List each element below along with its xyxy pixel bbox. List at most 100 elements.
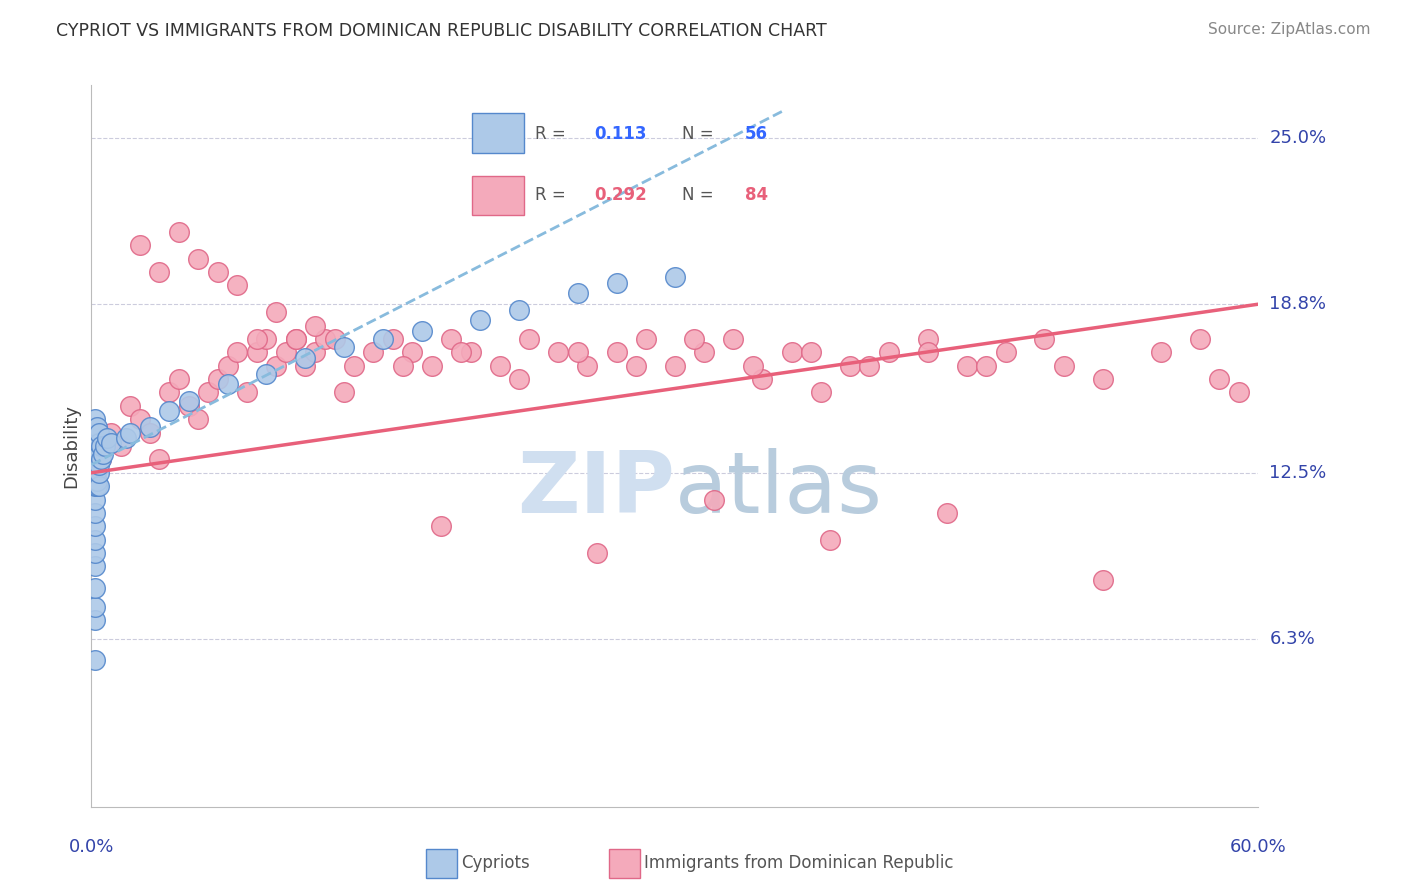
Point [294,359,316,373]
Text: Immigrants from Dominican Republic: Immigrants from Dominican Republic [644,855,953,872]
Text: 12.5%: 12.5% [1270,464,1327,482]
Point [576,359,599,373]
Point [371,332,394,346]
Point [294,351,316,365]
Point [430,519,453,533]
Point [177,399,200,413]
Y-axis label: Disability: Disability [62,404,80,488]
Point [187,252,209,266]
Point [411,324,433,338]
Point [489,359,512,373]
Text: 18.8%: 18.8% [1270,295,1326,313]
Point [741,359,763,373]
Point [343,359,366,373]
Point [567,345,589,359]
Point [138,425,162,440]
Point [1033,332,1056,346]
Point [129,412,152,426]
Point [84,431,107,445]
Point [207,372,229,386]
Point [84,613,107,627]
Point [86,479,108,493]
Point [100,436,122,450]
Point [606,345,628,359]
Point [323,332,346,346]
Text: Cypriots: Cypriots [461,855,530,872]
Point [84,519,107,533]
Point [84,439,107,453]
Point [917,332,939,346]
Point [120,399,142,413]
Point [157,404,180,418]
Point [84,581,107,595]
Point [401,345,423,359]
Point [363,345,385,359]
Point [683,332,706,346]
Point [994,345,1017,359]
Point [84,466,107,480]
Point [86,420,108,434]
Point [284,332,307,346]
Point [664,359,686,373]
Point [167,225,190,239]
Point [780,345,803,359]
Point [1091,573,1114,587]
Point [693,345,716,359]
Point [84,533,107,547]
Point [246,345,269,359]
Point [89,425,111,440]
Point [606,276,628,290]
Point [86,436,108,450]
Point [84,599,107,614]
Point [956,359,979,373]
Point [197,385,219,400]
Point [90,452,112,467]
Point [94,439,117,453]
Point [751,372,773,386]
Text: ZIP: ZIP [517,448,675,531]
Text: 60.0%: 60.0% [1230,838,1286,855]
Point [624,359,647,373]
Point [86,474,108,488]
Point [86,444,108,458]
Point [86,452,108,467]
Point [86,428,108,442]
Point [89,436,111,450]
Point [167,372,190,386]
Point [460,345,482,359]
Point [703,492,725,507]
Point [96,431,118,445]
Point [1053,359,1076,373]
Point [120,425,142,440]
Point [89,458,111,472]
Point [470,313,492,327]
Point [84,653,107,667]
Text: CYPRIOT VS IMMIGRANTS FROM DOMINICAN REPUBLIC DISABILITY CORRELATION CHART: CYPRIOT VS IMMIGRANTS FROM DOMINICAN REP… [56,22,827,40]
Point [1150,345,1173,359]
Point [90,439,112,453]
Point [304,345,326,359]
Point [838,359,860,373]
Point [634,332,657,346]
Point [917,345,939,359]
Point [84,479,107,493]
Point [89,447,111,461]
Point [264,305,287,319]
Point [84,492,107,507]
Point [264,359,287,373]
Point [723,332,745,346]
Point [284,332,307,346]
Point [100,425,122,440]
Point [567,286,589,301]
Point [226,278,249,293]
Point [936,506,959,520]
Point [84,444,107,458]
Point [858,359,880,373]
Text: 25.0%: 25.0% [1270,129,1327,147]
Point [90,452,112,467]
Point [110,439,132,453]
Point [820,533,842,547]
Point [1189,332,1212,346]
Point [547,345,569,359]
Point [236,385,259,400]
